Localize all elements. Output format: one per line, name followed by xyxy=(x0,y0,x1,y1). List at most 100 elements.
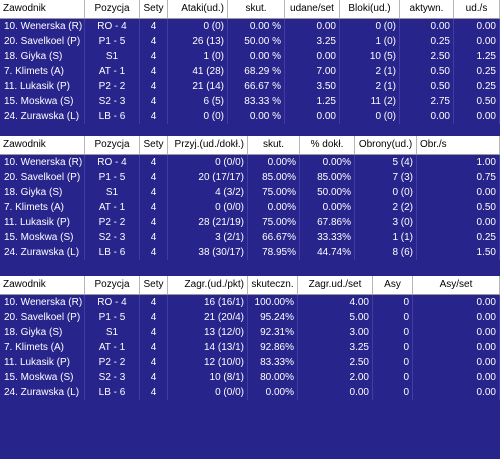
player-sets: 4 xyxy=(140,340,168,355)
cell-obr-set: 1.00 xyxy=(417,155,500,170)
cell-udane-set: 3.25 xyxy=(285,34,340,49)
table-row[interactable]: 20. Savelkoel (P) P1 - 5 4 26 (13) 50.00 % 3.… xyxy=(0,34,500,49)
cell-obr-set: 1.50 xyxy=(417,245,500,260)
player-name: 7. Klimets (A) xyxy=(0,340,85,355)
cell-ataki: 41 (28) xyxy=(168,64,228,79)
header-col-sety[interactable]: Sety xyxy=(140,0,168,18)
table-row[interactable]: 10. Wenerska (R) RO - 4 4 16 (16/1) 100.00% 4… xyxy=(0,295,500,310)
header-col-zagr-ud-set[interactable]: Zagr.ud./set xyxy=(298,276,373,294)
cell-obr-set: 0.75 xyxy=(417,170,500,185)
player-name: 10. Wenerska (R) xyxy=(0,295,85,310)
header-col-proc-dokl[interactable]: % dokł. xyxy=(300,136,355,154)
cell-bloki: 2 (1) xyxy=(340,64,400,79)
header-col-obrony[interactable]: Obrony(ud.) xyxy=(355,136,417,154)
cell-asy: 0 xyxy=(373,385,413,400)
player-sets: 4 xyxy=(140,34,168,49)
player-name: 7. Klimets (A) xyxy=(0,64,85,79)
table-row[interactable]: 20. Savelkoel (P) P1 - 5 4 21 (20/4) 95.24% 5… xyxy=(0,310,500,325)
cell-asy-set: 0.00 xyxy=(413,385,500,400)
player-position: P1 - 5 xyxy=(85,310,140,325)
cell-skut: 66.67 % xyxy=(228,79,285,94)
header-col-aktywn[interactable]: aktywn. xyxy=(400,0,454,18)
cell-obrony: 2 (2) xyxy=(355,200,417,215)
table-row[interactable]: 11. Lukasik (P) P2 - 2 4 12 (10/0) 83.33% 2.5… xyxy=(0,355,500,370)
table-row[interactable]: 18. Giyka (S) S1 4 4 (3/2) 75.00% 50.00% 0 (0)… xyxy=(0,185,500,200)
cell-skut: 85.00% xyxy=(248,170,300,185)
table-row[interactable]: 18. Giyka (S) S1 4 13 (12/0) 92.31% 3.00 0 0.00 xyxy=(0,325,500,340)
table-row[interactable]: 18. Giyka (S) S1 4 1 (0) 0.00 % 0.00 10 (5) 2.5… xyxy=(0,49,500,64)
player-sets: 4 xyxy=(140,230,168,245)
table-row[interactable]: 11. Lukasik (P) P2 - 2 4 28 (21/19) 75.00% 67… xyxy=(0,215,500,230)
table-row[interactable]: 20. Savelkoel (P) P1 - 5 4 20 (17/17) 85.00%… xyxy=(0,170,500,185)
player-position: LB - 6 xyxy=(85,245,140,260)
player-name: 18. Giyka (S) xyxy=(0,185,85,200)
cell-ud-set: 0.50 xyxy=(454,94,500,109)
player-name: 24. Zurawska (L) xyxy=(0,245,85,260)
reception-defense-table: Zawodnik Pozycja Sety Przyj.(ud./dokł.) skut… xyxy=(0,136,500,260)
header-col-obr-set[interactable]: Obr./s xyxy=(417,136,500,154)
cell-udane-set: 7.00 xyxy=(285,64,340,79)
header-col-zawodnik[interactable]: Zawodnik xyxy=(0,0,85,18)
header-col-zawodnik[interactable]: Zawodnik xyxy=(0,276,85,294)
player-position: LB - 6 xyxy=(85,109,140,124)
table-row[interactable]: 7. Klimets (A) AT - 1 4 41 (28) 68.29 % 7.00 2… xyxy=(0,64,500,79)
player-sets: 4 xyxy=(140,295,168,310)
cell-skut: 50.00 % xyxy=(228,34,285,49)
cell-aktywn: 0.50 xyxy=(400,79,454,94)
header-col-ataki[interactable]: Ataki(ud.) xyxy=(168,0,228,18)
cell-obrony: 1 (1) xyxy=(355,230,417,245)
cell-bloki: 0 (0) xyxy=(340,19,400,34)
header-col-bloki[interactable]: Bloki(ud.) xyxy=(340,0,400,18)
cell-zagr: 21 (20/4) xyxy=(168,310,248,325)
header-col-pozycja[interactable]: Pozycja xyxy=(85,136,140,154)
attack-block-table: Zawodnik Pozycja Sety Ataki(ud.) skut. udane/… xyxy=(0,0,500,124)
player-position: S2 - 3 xyxy=(85,94,140,109)
header-col-zawodnik[interactable]: Zawodnik xyxy=(0,136,85,154)
cell-aktywn: 0.50 xyxy=(400,64,454,79)
cell-obrony: 8 (6) xyxy=(355,245,417,260)
player-sets: 4 xyxy=(140,245,168,260)
header-col-asy[interactable]: Asy xyxy=(373,276,413,294)
cell-zagr: 14 (13/1) xyxy=(168,340,248,355)
cell-obrony: 7 (3) xyxy=(355,170,417,185)
cell-obrony: 5 (4) xyxy=(355,155,417,170)
cell-aktywn: 2.50 xyxy=(400,49,454,64)
table-row[interactable]: 15. Moskwa (S) S2 - 3 4 10 (8/1) 80.00% 2.00 0… xyxy=(0,370,500,385)
player-position: LB - 6 xyxy=(85,385,140,400)
header-col-skuteczn[interactable]: skuteczn. xyxy=(248,276,298,294)
header-col-przyj[interactable]: Przyj.(ud./dokł.) xyxy=(168,136,248,154)
header-col-pozycja[interactable]: Pozycja xyxy=(85,0,140,18)
header-col-asy-set[interactable]: Asy/set xyxy=(413,276,500,294)
header-col-sety[interactable]: Sety xyxy=(140,136,168,154)
cell-ataki: 0 (0) xyxy=(168,109,228,124)
table-row[interactable]: 7. Klimets (A) AT - 1 4 14 (13/1) 92.86% 3.25… xyxy=(0,340,500,355)
table-row[interactable]: 11. Lukasik (P) P2 - 2 4 21 (14) 66.67 % 3.50… xyxy=(0,79,500,94)
header-col-skut[interactable]: skut. xyxy=(228,0,285,18)
table-header: Zawodnik Pozycja Sety Zagr.(ud./pkt) skutecz… xyxy=(0,276,500,295)
cell-udane-set: 1.25 xyxy=(285,94,340,109)
cell-aktywn: 0.00 xyxy=(400,19,454,34)
header-col-skut[interactable]: skut. xyxy=(248,136,300,154)
table-row[interactable]: 24. Zurawska (L) LB - 6 4 38 (30/17) 78.95% 4… xyxy=(0,245,500,260)
player-position: S1 xyxy=(85,49,140,64)
header-col-zagr[interactable]: Zagr.(ud./pkt) xyxy=(168,276,248,294)
player-sets: 4 xyxy=(140,310,168,325)
cell-asy-set: 0.00 xyxy=(413,310,500,325)
cell-zagr: 13 (12/0) xyxy=(168,325,248,340)
cell-skuteczn: 0.00% xyxy=(248,385,298,400)
player-name: 15. Moskwa (S) xyxy=(0,230,85,245)
header-col-udane-set[interactable]: udane/set xyxy=(285,0,340,18)
cell-asy: 0 xyxy=(373,355,413,370)
header-col-sety[interactable]: Sety xyxy=(140,276,168,294)
cell-skut: 0.00% xyxy=(248,155,300,170)
cell-ataki: 1 (0) xyxy=(168,49,228,64)
header-col-ud-set[interactable]: ud./s xyxy=(454,0,500,18)
header-col-pozycja[interactable]: Pozycja xyxy=(85,276,140,294)
